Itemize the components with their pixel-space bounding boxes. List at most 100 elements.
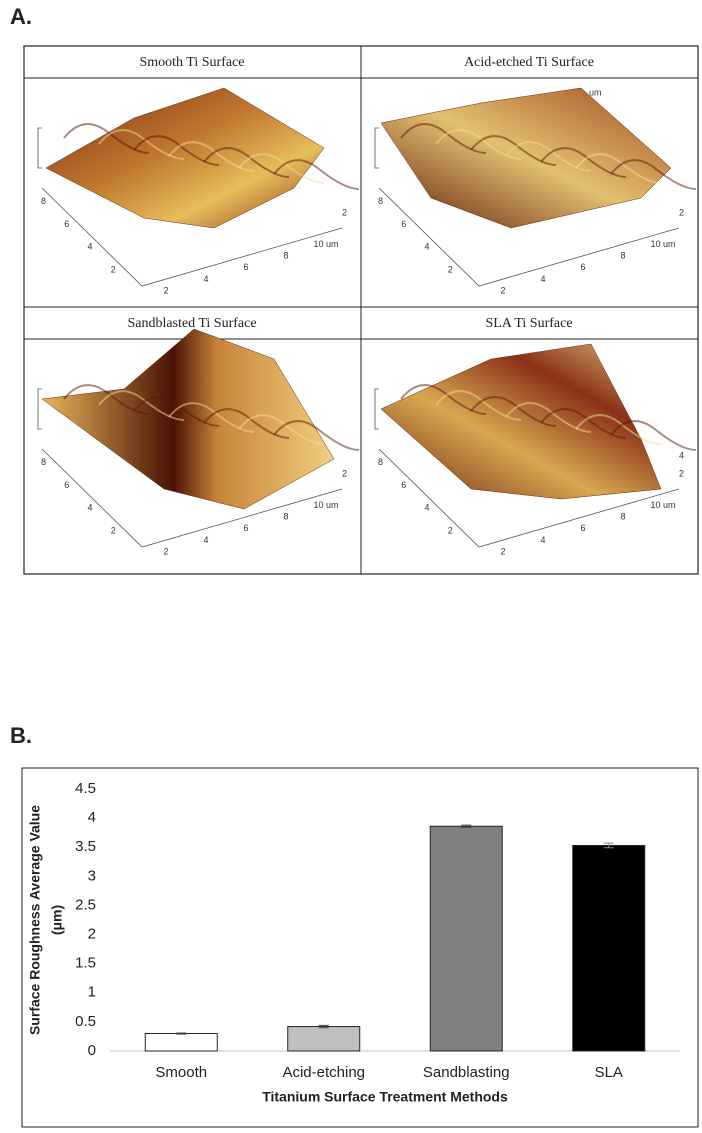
axis-tick-label: 2 — [111, 525, 116, 535]
z-axis — [374, 127, 379, 169]
z-axis — [37, 388, 42, 430]
x-tick-label: Acid-etching — [282, 1064, 365, 1081]
floor-axes — [41, 448, 343, 548]
axis-tick-label: 2 — [111, 264, 116, 274]
afm-ridge — [505, 141, 592, 172]
y-tick-label: 3.5 — [75, 838, 96, 855]
axis-tick-label: 8 — [620, 251, 625, 261]
axis-tick-label: 10 um — [650, 239, 675, 249]
x-tick-label: Sandblasting — [423, 1064, 510, 1081]
afm-ridge — [63, 123, 150, 154]
panel-label: B. — [10, 723, 32, 748]
afm-ridge — [238, 153, 325, 184]
afm-surface — [380, 87, 672, 229]
afm-ridge — [98, 390, 185, 421]
axis-unit: um — [589, 87, 602, 97]
axis-tick-label: 2 — [448, 264, 453, 274]
axis-tick-label: 2 — [500, 546, 505, 556]
axis-tick-label: 2 — [342, 207, 347, 217]
x-tick-label: Smooth — [155, 1064, 207, 1081]
axis-tick-label: 8 — [283, 512, 288, 522]
afm-ridge — [168, 141, 255, 172]
bar — [429, 825, 503, 1052]
y-tick-label: 0 — [88, 1042, 96, 1059]
axis-tick-label: 10 um — [313, 500, 338, 510]
axis-tick-label: 8 — [620, 512, 625, 522]
afm-ridge — [435, 129, 522, 160]
panel-label: A. — [10, 4, 32, 29]
afm-ridge — [203, 147, 290, 178]
afm-ridge — [505, 402, 592, 433]
afm-ridge — [610, 420, 697, 451]
panel-title: Sandblasted Ti Surface — [127, 316, 256, 331]
afm-ridge — [540, 147, 627, 178]
afm-ridge — [470, 396, 557, 427]
y-axis-label: (μm) — [49, 905, 65, 935]
axis-tick-label: 4 — [540, 274, 545, 284]
axis-tick-label: 8 — [41, 196, 46, 206]
afm-ridge — [133, 135, 220, 166]
axis-tick-label: 10 um — [650, 500, 675, 510]
y-tick-label: 3 — [88, 867, 96, 884]
axis-tick-label: 2 — [448, 525, 453, 535]
afm-ridge — [273, 420, 360, 451]
afm-ridge — [168, 402, 255, 433]
axis-tick-label: 6 — [401, 480, 406, 490]
axis-tick-label: 2 — [163, 285, 168, 295]
afm-ridge — [203, 408, 290, 439]
axis-tick-label: 4 — [424, 503, 429, 513]
afm-ridge — [400, 123, 487, 154]
afm-ridge — [273, 159, 360, 190]
y-tick-label: 4 — [88, 809, 96, 826]
bar — [144, 1033, 218, 1052]
axis-tick-label: 8 — [378, 457, 383, 467]
axis-tick-label: 6 — [64, 219, 69, 229]
x-axis-label: Titanium Surface Treatment Methods — [262, 1089, 508, 1105]
x-tick-label: SLA — [595, 1064, 623, 1081]
axis-tick-label: 4 — [203, 274, 208, 284]
y-tick-label: 4.5 — [75, 780, 96, 797]
afm-ridge — [98, 129, 185, 160]
afm-surface — [380, 343, 662, 500]
floor-axes — [378, 187, 680, 287]
afm-surface — [41, 328, 335, 510]
afm-ridge — [400, 384, 487, 415]
axis-tick-label: 8 — [41, 457, 46, 467]
afm-ridge — [540, 408, 627, 439]
y-axis-label: Surface Roughness Average Value — [27, 805, 43, 1035]
axis-tick-label: 4 — [679, 450, 684, 460]
axis-tick-label: 6 — [580, 262, 585, 272]
panel-title: Acid-etched Ti Surface — [464, 55, 594, 70]
panel-title: SLA Ti Surface — [485, 316, 572, 331]
afm-ridge — [470, 135, 557, 166]
axis-tick-label: 8 — [283, 251, 288, 261]
axis-tick-label: 2 — [500, 285, 505, 295]
axis-tick-label: 2 — [679, 468, 684, 478]
afm-ridge — [238, 414, 325, 445]
axis-tick-label: 4 — [87, 242, 92, 252]
z-axis — [374, 388, 379, 430]
axis-tick-label: 8 — [378, 196, 383, 206]
y-tick-label: 1 — [88, 984, 96, 1001]
afm-ridge — [435, 390, 522, 421]
afm-ridge — [610, 159, 697, 190]
afm-ridge — [133, 396, 220, 427]
axis-tick-label: 4 — [203, 535, 208, 545]
axis-tick-label: 6 — [64, 480, 69, 490]
y-tick-label: 2.5 — [75, 896, 96, 913]
afm-ridge — [63, 384, 150, 415]
bar — [572, 844, 646, 1052]
axis-tick-label: 4 — [424, 242, 429, 252]
chart-frame — [21, 767, 699, 1128]
error-bar — [603, 842, 614, 849]
axis-tick-label: 10 um — [313, 239, 338, 249]
z-axis — [37, 127, 42, 169]
floor-axes — [378, 448, 680, 548]
error-bar — [176, 1032, 187, 1035]
axis-tick-label: 6 — [243, 523, 248, 533]
error-bar — [318, 1024, 329, 1029]
axis-tick-label: 6 — [401, 219, 406, 229]
axis-tick-label: 6 — [243, 262, 248, 272]
